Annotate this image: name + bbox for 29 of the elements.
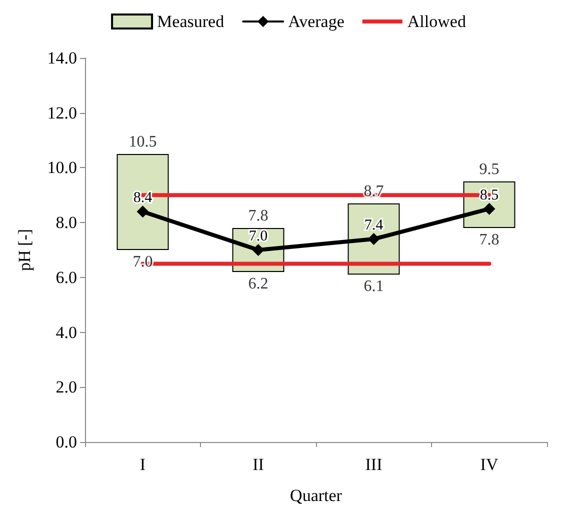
x-tick-label: II — [252, 455, 264, 474]
legend-label: Allowed — [407, 12, 466, 31]
annotation: 7.8 — [248, 208, 268, 225]
annotation: 9.5 — [479, 160, 500, 178]
y-tick-label: 2.0 — [56, 378, 77, 397]
y-tick-label: 8.0 — [56, 213, 77, 232]
point — [136, 206, 149, 218]
legend-label: Measured — [157, 12, 225, 31]
annotation: 7.8 — [479, 232, 500, 249]
x-tick-label: I — [140, 455, 146, 474]
y-tick-label: 6.0 — [56, 268, 77, 287]
data-label: 7.4 — [364, 218, 384, 234]
point — [483, 202, 496, 215]
legend-label: Average — [288, 12, 344, 31]
y-tick-label: 10.0 — [47, 158, 77, 178]
x-tick-label: IV — [480, 455, 499, 474]
x-axis-title: Quarter — [290, 486, 342, 505]
point — [252, 244, 264, 256]
y-tick-label: 4.0 — [56, 322, 77, 342]
y-tick-label: 14.0 — [47, 48, 77, 68]
y-axis-title: pH [-] — [15, 228, 34, 272]
annotation: 6.1 — [364, 278, 384, 296]
data-label: 7.0 — [248, 228, 268, 244]
annotation: 10.5 — [128, 134, 157, 150]
x-tick-label: III — [365, 455, 383, 474]
point — [368, 233, 380, 246]
annotation: 6.2 — [248, 275, 268, 292]
y-tick-label: 0.0 — [56, 432, 77, 452]
y-tick-label: 12.0 — [47, 103, 77, 122]
